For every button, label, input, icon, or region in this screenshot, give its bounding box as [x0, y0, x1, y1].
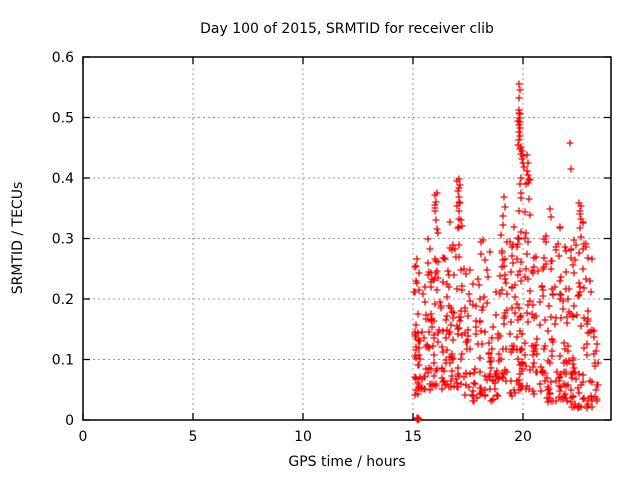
x-tick-label: 10 [294, 429, 312, 445]
x-tick-label: 0 [79, 429, 88, 445]
x-axis-label: GPS time / hours [288, 454, 405, 470]
chart-title: Day 100 of 2015, SRMTID for receiver cli… [200, 21, 494, 37]
y-tick-label: 0.5 [52, 111, 74, 127]
grid-lines [83, 57, 611, 420]
tick-labels: 0 5 10 15 20 0 0.1 0.2 0.3 0.4 0.5 0.6 [52, 50, 532, 445]
plot-border [82, 56, 612, 421]
x-tick-label: 20 [514, 429, 532, 445]
y-tick-label: 0.2 [52, 292, 74, 308]
y-axis-label: SRMTID / TECUs [10, 182, 26, 295]
scatter-markers [410, 80, 602, 424]
axis-ticks [82, 56, 611, 421]
data-points [410, 80, 602, 424]
y-tick-label: 0.3 [52, 232, 74, 248]
x-tick-label: 15 [404, 429, 422, 445]
y-tick-label: 0.6 [52, 50, 74, 66]
y-tick-label: 0.4 [52, 171, 74, 187]
x-tick-label: 5 [189, 429, 198, 445]
y-tick-label: 0 [65, 413, 74, 429]
y-tick-label: 0.1 [52, 353, 74, 369]
